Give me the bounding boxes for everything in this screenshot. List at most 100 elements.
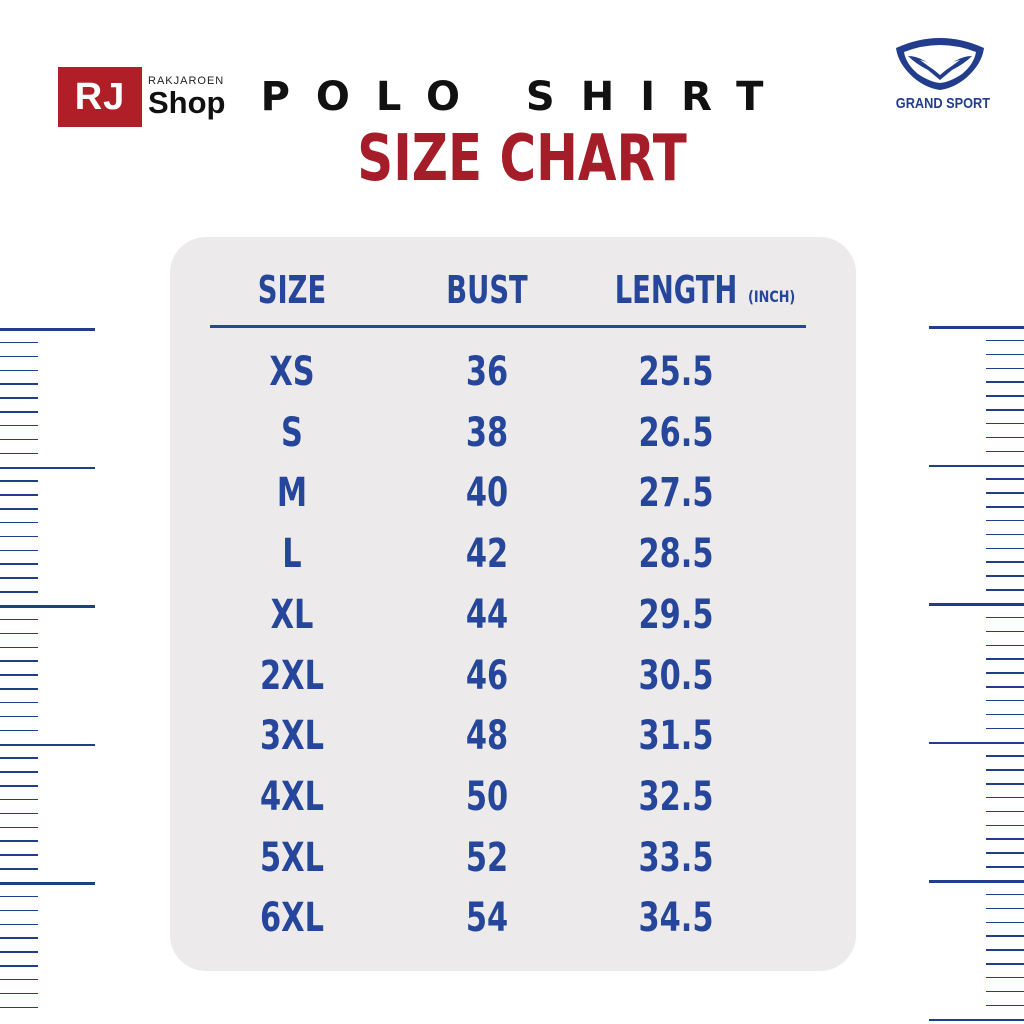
page-title: SIZE CHART (357, 122, 687, 196)
ruler-minor-tick (0, 521, 38, 524)
table-row: 2XL 46 30.5 (0, 649, 1024, 703)
ruler-minor-tick (986, 699, 1024, 702)
header-divider (210, 325, 806, 328)
ruler-minor-tick (0, 341, 38, 344)
cell-size: XL (270, 591, 314, 638)
ruler-minor-tick (986, 506, 1024, 508)
grand-sport-emblem-icon (896, 38, 984, 90)
ruler-minor-tick (986, 644, 1024, 647)
cell-size: 2XL (260, 652, 324, 699)
cell-size: 5XL (260, 834, 324, 881)
ruler-minor-tick (986, 796, 1024, 799)
ruler-minor-tick (986, 658, 1024, 660)
ruler-minor-tick (986, 838, 1024, 840)
table-row: XS 36 25.5 (0, 345, 1024, 399)
cell-size: 6XL (260, 895, 324, 942)
ruler-minor-tick (0, 978, 38, 981)
cell-bust: 44 (465, 591, 509, 638)
cell-length: 33.5 (638, 834, 714, 881)
ruler-minor-tick (0, 535, 38, 538)
ruler-minor-tick (0, 480, 38, 482)
ruler-minor-tick (0, 369, 38, 372)
cell-length: 25.5 (638, 349, 714, 395)
ruler-minor-tick (986, 436, 1024, 439)
ruler-minor-tick (986, 1004, 1024, 1007)
ruler-minor-tick (986, 783, 1024, 785)
header-bust: BUST (446, 268, 528, 312)
rj-logo-shop-text: Shop (148, 85, 226, 120)
ruler-minor-tick (986, 367, 1024, 370)
cell-bust: 48 (465, 713, 509, 760)
ruler-minor-tick (986, 395, 1024, 397)
ruler-major-tick (0, 466, 95, 469)
ruler-minor-tick (986, 755, 1024, 757)
ruler-minor-tick (0, 965, 38, 967)
cell-bust: 52 (465, 834, 509, 881)
ruler-minor-tick (0, 660, 38, 662)
grand-sport-logo: GRAND SPORT (888, 34, 992, 112)
ruler-minor-tick (986, 990, 1024, 993)
ruler-minor-tick (0, 424, 38, 427)
ruler-minor-tick (986, 810, 1024, 813)
ruler-minor-tick (986, 450, 1024, 453)
ruler-minor-tick (0, 438, 38, 441)
cell-length: 30.5 (638, 652, 714, 699)
ruler-major-tick (929, 326, 1024, 329)
rj-shop-logo: RJ RAKJAROEN Shop (58, 66, 226, 128)
cell-bust: 40 (465, 470, 509, 517)
ruler-minor-tick (986, 672, 1024, 674)
ruler-minor-tick (0, 937, 38, 939)
table-row: M 40 27.5 (0, 466, 1024, 520)
ruler-minor-tick (986, 478, 1024, 480)
ruler-minor-tick (0, 729, 38, 732)
header-length: LENGTH (614, 268, 738, 312)
ruler-minor-tick (0, 757, 38, 759)
cell-size: 3XL (260, 713, 324, 760)
cell-bust: 42 (465, 531, 509, 578)
ruler-minor-tick (0, 632, 38, 635)
cell-length: 27.5 (638, 470, 714, 517)
table-row: 3XL 48 31.5 (0, 709, 1024, 763)
table-row: S 38 26.5 (0, 406, 1024, 460)
ruler-minor-tick (0, 577, 38, 579)
cell-size: XS (269, 349, 315, 395)
ruler-minor-tick (0, 701, 38, 704)
ruler-minor-tick (986, 533, 1024, 536)
ruler-minor-tick (986, 492, 1024, 494)
ruler-minor-tick (986, 630, 1024, 633)
ruler-minor-tick (986, 381, 1024, 383)
ruler-minor-tick (0, 992, 38, 995)
ruler-major-tick (929, 741, 1024, 744)
header-size: SIZE (257, 268, 327, 312)
ruler-minor-tick (0, 785, 38, 787)
grand-sport-name: GRAND SPORT (895, 95, 991, 112)
ruler-minor-tick (986, 519, 1024, 522)
cell-bust: 46 (465, 652, 509, 699)
ruler-minor-tick (986, 713, 1024, 716)
cell-length: 31.5 (638, 713, 714, 760)
ruler-minor-tick (986, 589, 1024, 591)
ruler-minor-tick (0, 563, 38, 565)
ruler-minor-tick (0, 909, 38, 912)
ruler-minor-tick (986, 409, 1024, 411)
ruler-minor-tick (986, 935, 1024, 937)
ruler-minor-tick (0, 798, 38, 801)
ruler-minor-tick (986, 976, 1024, 979)
table-row: 4XL 50 32.5 (0, 770, 1024, 824)
ruler-minor-tick (0, 812, 38, 815)
ruler-major-tick (929, 603, 1024, 606)
ruler-minor-tick (986, 561, 1024, 563)
ruler-minor-tick (986, 893, 1024, 896)
rj-logo-small-text: RAKJAROEN (148, 75, 225, 87)
ruler-minor-tick (986, 547, 1024, 550)
ruler-minor-tick (986, 769, 1024, 771)
cell-size: M (276, 470, 308, 517)
ruler-minor-tick (986, 422, 1024, 425)
cell-length: 32.5 (638, 773, 714, 820)
ruler-minor-tick (986, 852, 1024, 854)
ruler-major-tick (929, 464, 1024, 467)
table-row: 6XL 54 34.5 (0, 891, 1024, 945)
ruler-minor-tick (0, 895, 38, 898)
ruler-minor-tick (986, 921, 1024, 924)
ruler-minor-tick (986, 353, 1024, 356)
